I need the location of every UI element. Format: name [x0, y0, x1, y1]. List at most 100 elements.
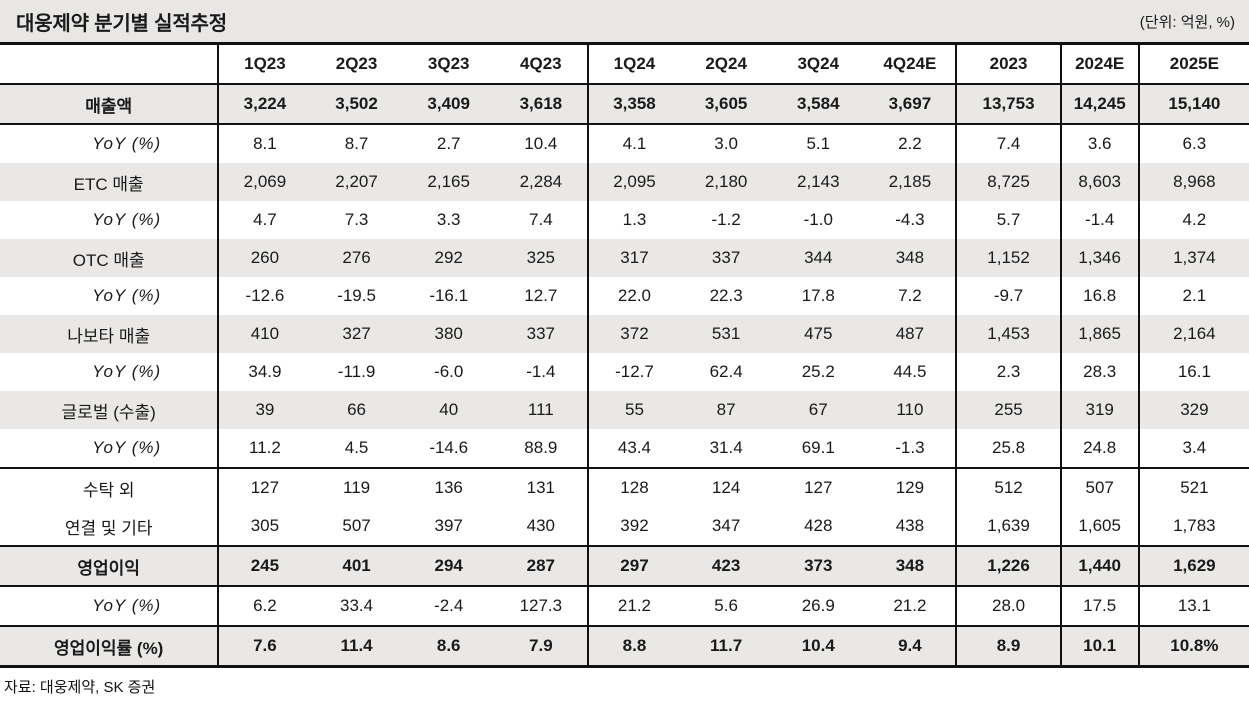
value-cell: 17.5 — [1059, 586, 1139, 626]
value-cell: 1,226 — [955, 546, 1061, 586]
value-cell: 4.2 — [1137, 201, 1249, 239]
table-row: 나보타 매출 410 327 380 337 372 531 475 487 1,453 1,865… — [0, 315, 1249, 353]
value-cell: 16.1 — [1137, 353, 1249, 391]
value-cell: 487 — [895, 324, 925, 343]
row-label: 수탁 외 — [82, 480, 135, 500]
value-cell: 44.5 — [893, 362, 927, 381]
column-header: 1Q23 — [217, 43, 311, 84]
value-cell: 7.2 — [898, 286, 922, 305]
value-cell: 11.7 — [710, 636, 743, 655]
source-note: 자료: 대웅제약, SK 증권 — [4, 679, 156, 696]
table-row: 영업이익 245 401 294 287 297 423 373 348 1,226 1,440 1,… — [0, 546, 1249, 586]
value-cell: 1,783 — [1137, 507, 1249, 546]
table-row: ETC 매출 2,069 2,207 2,165 2,284 2,095 2,180 2,14… — [0, 163, 1249, 201]
value-cell: 8,968 — [1137, 163, 1249, 201]
value-cell: -9.7 — [955, 277, 1061, 315]
value-cell: 24.8 — [1059, 429, 1139, 468]
value-cell: 10.1 — [1059, 626, 1139, 667]
value-cell: 7.6 — [217, 626, 311, 667]
value-cell: 3,605 — [704, 94, 748, 113]
value-cell: -1.4 — [526, 362, 556, 381]
value-cell: 67 — [808, 400, 828, 419]
value-cell: 8,603 — [1059, 163, 1139, 201]
table-row: YoY (%) 8.1 8.7 2.7 10.4 4.1 3.0 5.1 2.2 7.4 3.6 6.… — [0, 124, 1249, 163]
value-cell: 3,584 — [796, 94, 840, 113]
value-cell: 319 — [1059, 391, 1139, 429]
value-cell: 62.4 — [709, 362, 743, 381]
value-cell: 10.4 — [801, 636, 835, 655]
value-cell: -4.3 — [895, 210, 925, 229]
value-cell: 12.7 — [524, 286, 558, 305]
table-row: YoY (%) 6.2 33.4 -2.4 127.3 21.2 5.6 26.9 21.2 28… — [0, 586, 1249, 626]
value-cell: 111 — [527, 400, 554, 419]
value-cell: 2,164 — [1137, 315, 1249, 353]
value-cell: 5.7 — [955, 201, 1061, 239]
value-cell: 8.9 — [955, 626, 1061, 667]
value-cell: 2,095 — [586, 163, 681, 201]
quarterly-earnings-table: 1Q23 2Q23 3Q23 4Q23 1Q24 2Q24 3Q24 4Q24E 2023 202… — [0, 42, 1249, 668]
value-cell: 329 — [1137, 391, 1249, 429]
value-cell: 6.2 — [217, 586, 311, 626]
value-cell: 21.2 — [893, 596, 927, 615]
value-cell: 21.2 — [586, 586, 681, 626]
column-header: 3Q24 — [797, 54, 840, 73]
table-title: 대웅제약 분기별 실적추정 — [16, 12, 227, 35]
value-cell: 22.0 — [586, 277, 681, 315]
table-row: YoY (%) 34.9 -11.9 -6.0 -1.4 -12.7 62.4 25.2 44.… — [0, 353, 1249, 391]
value-cell: 3,358 — [586, 84, 681, 124]
value-cell: 8.8 — [586, 626, 681, 667]
value-cell: 401 — [342, 556, 371, 575]
value-cell: -12.6 — [217, 277, 311, 315]
row-label: 영업이익률 (%) — [53, 638, 164, 658]
value-cell: -12.7 — [586, 353, 681, 391]
value-cell: 3.4 — [1137, 429, 1249, 468]
value-cell: 297 — [586, 546, 681, 586]
value-cell: 276 — [342, 248, 371, 267]
value-cell: 69.1 — [801, 438, 835, 457]
value-cell: 5.6 — [714, 596, 738, 615]
value-cell: -1.3 — [895, 438, 925, 457]
value-cell: 2,185 — [888, 172, 932, 191]
table-row: 매출액 3,224 3,502 3,409 3,618 3,358 3,605 3,584 3,… — [0, 84, 1249, 124]
value-cell: 8.1 — [217, 124, 311, 163]
column-header: 3Q23 — [427, 54, 470, 73]
value-cell: -16.1 — [429, 286, 469, 305]
value-cell: 31.4 — [709, 438, 743, 457]
value-cell: 3.6 — [1059, 124, 1139, 163]
table-row: 연결 및 기타 305 507 397 430 392 347 428 438 1,639 1,60… — [0, 507, 1249, 546]
value-cell: 9.4 — [898, 636, 922, 655]
value-cell: 372 — [586, 315, 681, 353]
value-cell: 3.3 — [436, 210, 461, 229]
column-header: 2Q23 — [335, 54, 378, 73]
value-cell: 4.1 — [586, 124, 681, 163]
value-cell: 2,069 — [217, 163, 311, 201]
row-label: 매출액 — [85, 96, 133, 116]
value-cell: 3,697 — [888, 94, 932, 113]
value-cell: 3,409 — [427, 94, 470, 113]
table-title-bar: 대웅제약 분기별 실적추정 (단위: 억원, %) — [0, 0, 1249, 42]
value-cell: 128 — [586, 468, 681, 507]
value-cell: 373 — [804, 556, 833, 575]
value-cell: 2.3 — [955, 353, 1061, 391]
value-cell: -1.4 — [1059, 201, 1139, 239]
value-cell: 7.4 — [529, 210, 553, 229]
value-cell: 348 — [895, 248, 925, 267]
value-cell: 397 — [434, 516, 463, 535]
value-cell: 255 — [955, 391, 1061, 429]
row-label: YoY (%) — [92, 438, 162, 457]
value-cell: 25.8 — [955, 429, 1061, 468]
value-cell: 7.3 — [344, 210, 369, 229]
value-cell: 337 — [711, 248, 741, 267]
value-cell: 87 — [716, 400, 736, 419]
value-cell: 26.9 — [801, 596, 835, 615]
value-cell: 16.8 — [1059, 277, 1139, 315]
value-cell: 127 — [804, 478, 833, 497]
value-cell: 410 — [217, 315, 311, 353]
value-cell: 287 — [526, 556, 556, 575]
value-cell: 1,639 — [955, 507, 1061, 546]
value-cell: 8,725 — [955, 163, 1061, 201]
value-cell: 1,629 — [1137, 546, 1249, 586]
row-label: YoY (%) — [92, 362, 162, 381]
value-cell: -2.4 — [434, 596, 464, 615]
value-cell: 127.3 — [519, 596, 563, 615]
